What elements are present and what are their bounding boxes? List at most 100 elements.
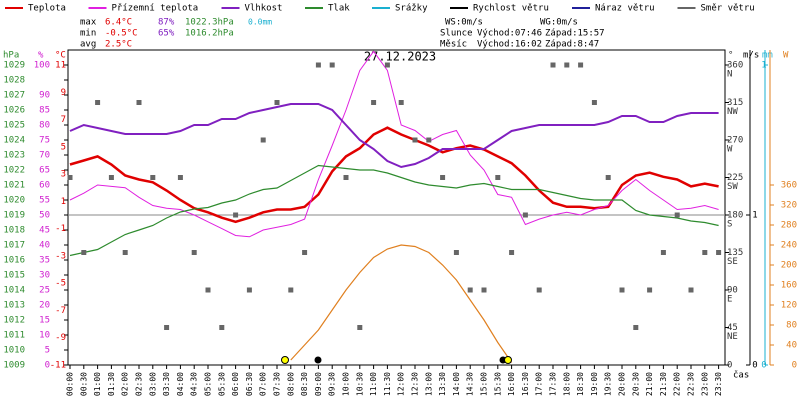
x-tick-label: 08:30 xyxy=(300,372,309,396)
direction-marker xyxy=(536,287,542,293)
direction-marker xyxy=(660,250,666,255)
tick-label: 1015 xyxy=(3,271,25,281)
tick-label: 240 xyxy=(781,241,797,251)
tick-label: 1029 xyxy=(3,61,25,71)
direction-marker xyxy=(495,175,501,180)
compass-label: E xyxy=(727,295,732,305)
x-tick-label: 15:00 xyxy=(480,372,489,396)
tick-label: -1 xyxy=(55,224,66,234)
axis-title: % xyxy=(38,51,44,61)
tick-label: 1 xyxy=(752,211,757,221)
tick-label: 60 xyxy=(39,181,50,191)
axis-title: W xyxy=(783,51,789,61)
axis-title: hPa xyxy=(3,51,19,61)
x-tick-label: 07:00 xyxy=(259,372,268,396)
direction-marker xyxy=(164,325,170,330)
direction-marker xyxy=(136,100,142,105)
tick-label: 1011 xyxy=(3,331,25,341)
direction-marker xyxy=(702,250,708,255)
x-tick-label: 06:00 xyxy=(231,372,240,396)
direction-marker xyxy=(633,325,639,330)
tick-label: 30 xyxy=(39,271,50,281)
direction-marker xyxy=(108,175,114,180)
x-tick-label: 07:30 xyxy=(273,372,282,396)
series-line xyxy=(69,164,719,257)
direction-marker xyxy=(302,250,308,255)
tick-label: 90 xyxy=(727,286,738,296)
tick-label: 200 xyxy=(781,261,797,271)
x-tick-label: 09:30 xyxy=(328,372,337,396)
tick-label: 120 xyxy=(781,301,797,311)
tick-label: 45 xyxy=(39,226,50,236)
stat: 87% xyxy=(158,18,175,28)
direction-marker xyxy=(440,175,446,180)
tick-label: 0 xyxy=(761,361,766,371)
tick-label: 40 xyxy=(786,341,797,351)
x-tick-label: 16:30 xyxy=(521,372,530,396)
stat: -0.5°C xyxy=(105,29,138,39)
tick-label: 55 xyxy=(39,196,50,206)
tick-label: 1 xyxy=(761,61,766,71)
x-tick-label: 01:00 xyxy=(93,372,102,396)
x-tick-label: 11:30 xyxy=(383,372,392,396)
stat: 65% xyxy=(158,29,175,39)
x-tick-label: 05:30 xyxy=(217,372,226,396)
x-tick-label: 19:30 xyxy=(604,372,613,396)
x-tick-label: 04:30 xyxy=(190,372,199,396)
x-tick-label: 08:00 xyxy=(286,372,295,396)
tick-label: 9 xyxy=(61,88,66,98)
direction-marker xyxy=(150,175,156,180)
direction-marker xyxy=(177,175,183,180)
direction-marker xyxy=(564,62,570,68)
tick-label: -11 xyxy=(50,361,66,371)
direction-marker xyxy=(647,287,653,293)
tick-label: -9 xyxy=(55,333,66,343)
compass-label: NW xyxy=(727,107,738,117)
tick-label: 1022 xyxy=(3,166,25,176)
tick-label: -7 xyxy=(55,306,66,316)
x-tick-label: 16:00 xyxy=(507,372,516,396)
direction-marker xyxy=(467,287,473,293)
axis-title: m/s xyxy=(743,51,759,61)
info: WG:0m/s xyxy=(540,18,578,28)
tick-label: 1017 xyxy=(3,241,25,251)
x-tick-label: 12:30 xyxy=(411,372,420,396)
stat: 0.0mm xyxy=(248,18,272,27)
tick-label: 0 xyxy=(727,361,732,371)
direction-marker xyxy=(357,325,363,330)
direction-marker xyxy=(522,212,528,218)
legend-label: Směr větru xyxy=(701,4,755,14)
tick-label: 1026 xyxy=(3,106,25,116)
tick-label: 0 xyxy=(752,361,757,371)
direction-marker xyxy=(619,287,625,293)
tick-label: 25 xyxy=(39,286,50,296)
tick-label: 1020 xyxy=(3,196,25,206)
x-tick-label: 13:30 xyxy=(438,372,447,396)
stat: max xyxy=(80,18,97,28)
x-tick-label: 06:30 xyxy=(245,372,254,396)
direction-marker xyxy=(233,212,239,218)
legend-label: Rychlost větru xyxy=(473,4,549,14)
direction-marker xyxy=(205,287,211,293)
direction-marker xyxy=(591,100,597,105)
direction-marker xyxy=(122,250,128,255)
sunrise-marker xyxy=(281,356,289,364)
tick-label: 1014 xyxy=(3,286,25,296)
direction-marker xyxy=(412,137,418,143)
compass-label: N xyxy=(727,70,732,80)
x-tick-label: 11:00 xyxy=(369,372,378,396)
tick-label: 11 xyxy=(55,61,66,71)
tick-label: 1027 xyxy=(3,91,25,101)
legend-label: Vlhkost xyxy=(245,4,283,14)
compass-label: SE xyxy=(727,257,738,267)
tick-label: 1021 xyxy=(3,181,25,191)
tick-label: 5 xyxy=(45,346,50,356)
tick-label: 40 xyxy=(39,241,50,251)
tick-label: 0 xyxy=(45,361,50,371)
tick-label: 1010 xyxy=(3,346,25,356)
x-tick-label: 15:30 xyxy=(493,372,502,396)
x-tick-label: 22:00 xyxy=(673,372,682,396)
direction-marker xyxy=(274,100,280,105)
moon-marker xyxy=(314,356,322,364)
